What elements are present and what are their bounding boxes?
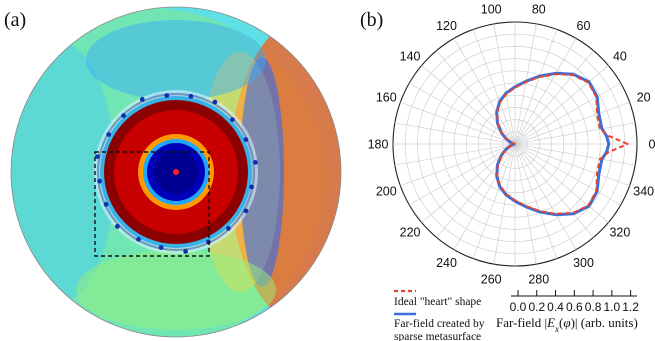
radial-tick-label: 0.4 [547, 300, 564, 314]
polar-grid-spoke [514, 143, 621, 206]
metasurface-element [103, 202, 109, 207]
angle-tick-label: 340 [633, 184, 654, 198]
metasurface-element [253, 160, 258, 165]
polar-grid-spoke [394, 143, 516, 166]
radial-ticks: 0.0 0.2 0.4 0.6 0.8 1.0 1.2 [510, 290, 639, 314]
angle-tick-label: 220 [400, 226, 421, 240]
panel-a: (a) [4, 6, 342, 338]
radial-tick-label: 0.6 [566, 300, 583, 314]
polar-grid-spoke [514, 38, 577, 145]
polar-grid-spoke [493, 143, 516, 265]
angle-tick-label: 20 [637, 91, 651, 105]
metasurface-element [139, 97, 145, 102]
polar-grid-spoke [514, 101, 630, 145]
angle-tick-label: 240 [436, 256, 457, 270]
polar-grid-spoke [514, 143, 609, 223]
metasurface-element [212, 99, 218, 105]
angle-tick-label: 80 [532, 3, 546, 17]
metasurface-element [121, 113, 126, 118]
polar-grid-spoke [514, 82, 621, 145]
radial-tick-label: 1.2 [622, 300, 639, 314]
polar-grid-spoke [453, 38, 516, 145]
radial-tick-label: 0.2 [528, 300, 545, 314]
polar-grid-spoke [514, 143, 537, 265]
angle-labels: 0 20 40 60 80 100 120 140 160 180 200 220 240 260 280 3… [368, 3, 655, 287]
polar-grid-spoke [409, 82, 516, 145]
polar-grid-spoke [514, 143, 630, 187]
metasurface-element [243, 137, 249, 143]
legend-created-label-line2: sparse metasurface [394, 331, 481, 341]
metasurface-element [106, 132, 112, 137]
legend: Ideal "heart" shape Far-field created by… [394, 289, 485, 341]
panel-b-label: (b) [360, 9, 383, 31]
angle-tick-label: 280 [528, 272, 549, 286]
angle-tick-label: 160 [376, 91, 397, 105]
metasurface-element [136, 236, 141, 242]
field-map [11, 7, 341, 337]
metasurface-element [115, 224, 120, 229]
metasurface-ring [96, 92, 256, 252]
radial-axis-title: Far-field |Ex(φ)| (arb. units) [496, 315, 638, 334]
angle-tick-label: 260 [481, 272, 502, 286]
metasurface-element [226, 226, 231, 231]
polar-grid-spoke [493, 23, 516, 145]
angle-tick-label: 120 [436, 19, 457, 33]
polar-grid-spoke [514, 29, 558, 145]
panel-a-label: (a) [4, 9, 26, 31]
metasurface-elements [95, 92, 258, 254]
angle-tick-label: 100 [481, 3, 502, 17]
angle-tick-label: 200 [376, 184, 397, 198]
zoom-box [94, 151, 210, 257]
angle-tick-label: 40 [613, 49, 627, 63]
polar-grid-spoke [400, 101, 516, 145]
polar-grid-spoke [514, 122, 636, 145]
legend-created-label-line1: Far-field created by [394, 318, 485, 330]
polar-grid-spoke [514, 143, 577, 250]
series-ideal-line [496, 73, 629, 215]
polar-grid-spoke [514, 143, 558, 259]
polar-grid-spoke [436, 143, 516, 238]
radial-tick-label: 1.0 [603, 300, 620, 314]
angle-tick-label: 0 [649, 138, 655, 152]
panel-b: (b) 0 20 40 60 80 100 120 140 160 180 200 220 240 260… [360, 3, 655, 341]
polar-grid-spoke [436, 50, 516, 145]
radial-tick-label: 0.8 [585, 300, 602, 314]
legend-ideal-label: Ideal "heart" shape [394, 296, 481, 308]
polar-grid-spoke [409, 143, 516, 206]
metasurface-element [188, 94, 194, 99]
radial-axis: 0.0 0.2 0.4 0.6 0.8 1.0 1.2 Far-field |Ex(φ)| … [496, 290, 639, 334]
metasurface-element [230, 117, 235, 122]
polar-grid-spoke [472, 143, 516, 259]
polar-grid-spoke [514, 50, 594, 145]
angle-tick-label: 320 [609, 226, 630, 240]
metasurface-element [249, 184, 255, 190]
metasurface-element [95, 154, 100, 160]
angle-tick-label: 300 [573, 256, 594, 270]
metasurface-element [183, 249, 189, 254]
metasurface-element [164, 93, 170, 98]
polar-grid-spoke [514, 143, 594, 238]
angle-tick-label: 140 [400, 49, 421, 63]
angle-tick-label: 60 [577, 19, 591, 33]
polar-grid-spoke [472, 29, 516, 145]
polar-grid-spoke [400, 143, 516, 187]
polar-grid-spoke [394, 122, 516, 145]
source-point [173, 169, 179, 175]
metasurface-element [158, 245, 164, 251]
metasurface-element [243, 208, 249, 214]
polar-grid-spoke [514, 65, 609, 145]
series-layer [495, 71, 629, 217]
angle-tick-label: 180 [368, 138, 389, 152]
metasurface-element [97, 178, 102, 184]
polar-grid-spoke [453, 143, 516, 250]
polar-grid-spoke [514, 143, 636, 166]
radial-tick-label: 0.0 [510, 300, 527, 314]
disc-border [10, 6, 342, 338]
polar-grid-spoke [514, 23, 537, 145]
